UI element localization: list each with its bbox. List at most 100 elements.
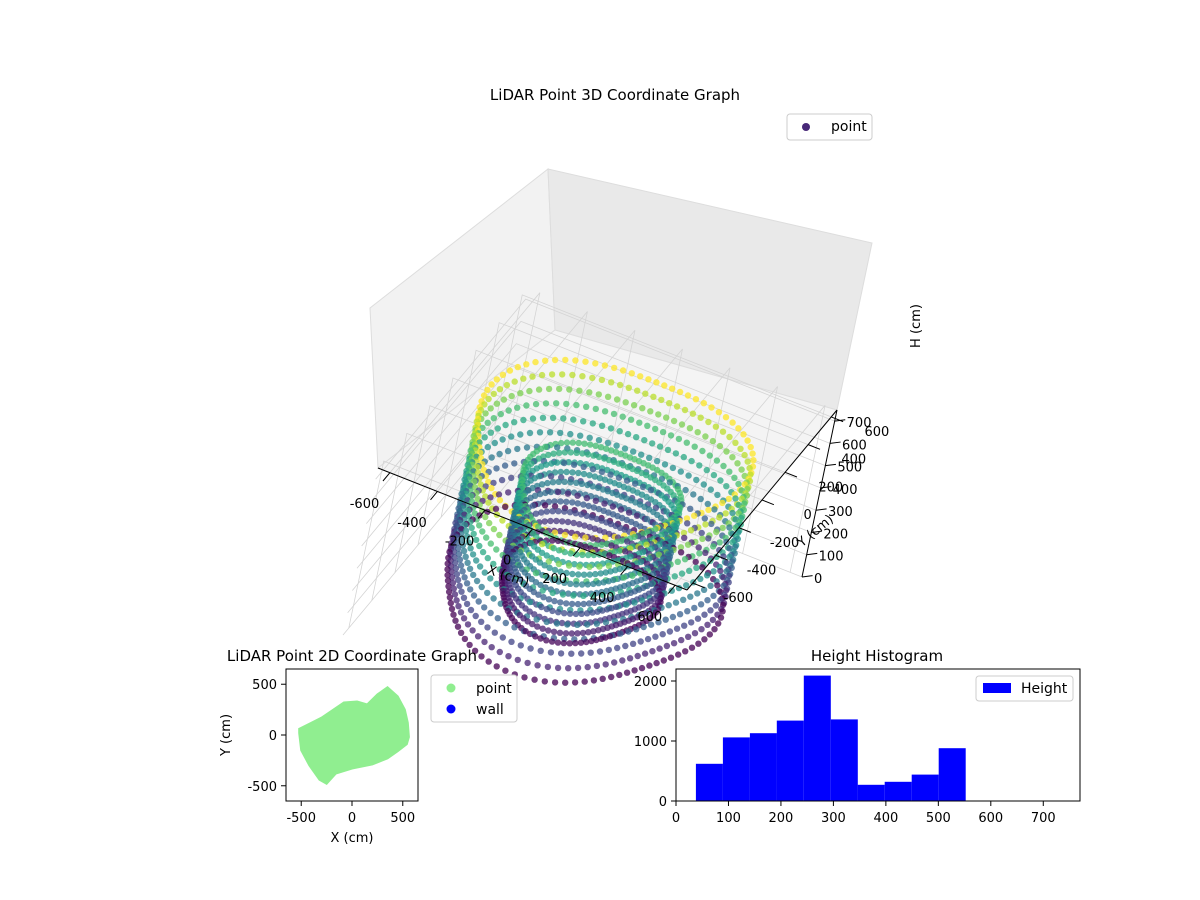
point-3d-532	[690, 491, 697, 498]
point-3d-173	[732, 439, 739, 446]
point-3d-42	[576, 387, 583, 394]
point-3d-213	[504, 447, 512, 455]
point-3d-40	[535, 386, 543, 393]
point-3d-1766	[572, 610, 580, 618]
point-3d-1114	[459, 542, 467, 549]
histogram-x-tick-label-3: 300	[821, 811, 846, 826]
point-3d-1953	[653, 659, 660, 667]
point-3d-489	[682, 486, 689, 494]
point-3d-189	[691, 443, 698, 450]
point-3d-252	[488, 454, 495, 461]
point-3d-164	[595, 437, 603, 444]
chart-2d-y-tick-label-0: -500	[247, 780, 277, 795]
point-3d-253	[646, 454, 653, 461]
point-3d-95	[619, 413, 626, 420]
point-3d-1210	[538, 549, 546, 556]
point-3d-1227	[573, 551, 580, 558]
point-3d-1372	[586, 563, 593, 571]
point-3d-1699	[697, 601, 705, 608]
point-3d-1939	[641, 650, 649, 657]
point-3d-1128	[710, 543, 717, 550]
point-3d-956	[470, 530, 477, 538]
point-3d-1578	[467, 586, 474, 593]
point-3d-123	[598, 422, 606, 429]
point-3d-1215	[696, 550, 703, 557]
point-3d-1861	[590, 628, 597, 635]
point-3d-1853	[698, 626, 705, 633]
point-3d-407	[693, 476, 700, 484]
point-3d-145	[567, 430, 574, 438]
point-3d-137	[694, 429, 701, 436]
point-3d-1681	[557, 599, 564, 606]
point-3d-1473	[620, 574, 628, 581]
point-3d-393	[596, 474, 604, 482]
point-3d-1911	[554, 639, 562, 646]
point-3d-186	[592, 442, 599, 449]
chart-2d-y-tick-label-1: 0	[269, 729, 277, 744]
point-3d-1924	[688, 644, 696, 651]
point-3d-1936	[587, 649, 594, 656]
point-3d-1694	[568, 600, 576, 608]
point-3d-177	[558, 439, 565, 447]
point-3d-165	[744, 437, 751, 444]
y-tick-mark-5	[807, 444, 821, 450]
grid-z-line-5	[366, 343, 826, 524]
point-3d-1890	[499, 634, 506, 641]
point-3d-84	[505, 407, 512, 414]
point-3d-1586	[539, 587, 546, 594]
point-3d-390	[615, 474, 623, 481]
point-3d-991	[464, 533, 471, 540]
chart-2d-x-tick-label-2: 500	[390, 811, 415, 826]
point-3d-48	[642, 390, 649, 397]
point-3d-728	[532, 510, 540, 517]
point-3d-1828	[529, 620, 536, 628]
y-tick-mark-1	[715, 554, 728, 561]
point-3d-1020	[589, 535, 596, 542]
point-3d-11	[619, 367, 627, 374]
point-3d-691	[464, 507, 472, 514]
point-3d-1449	[580, 571, 588, 578]
point-3d-538	[714, 491, 721, 499]
point-3d-64	[700, 400, 707, 407]
y-tick-label-1: -400	[747, 563, 777, 578]
point-3d-1671	[551, 597, 558, 605]
point-3d-345	[557, 468, 564, 476]
point-3d-238	[741, 451, 748, 459]
point-3d-1102	[684, 541, 692, 548]
point-3d-12	[506, 367, 514, 374]
point-3d-235	[638, 451, 645, 458]
point-3d-1195	[611, 548, 618, 555]
point-3d-171	[563, 439, 571, 446]
point-3d-1740	[707, 607, 714, 614]
point-3d-747	[633, 512, 641, 519]
point-3d-764	[588, 514, 595, 521]
point-3d-658	[590, 504, 598, 511]
histogram-bar-7	[884, 781, 912, 801]
point-3d-1683	[672, 599, 680, 606]
point-3d-1124	[476, 542, 483, 550]
point-3d-1944	[478, 653, 485, 660]
point-3d-1918	[629, 640, 637, 647]
y-tick-mark-4	[784, 471, 798, 478]
point-3d-262	[750, 457, 757, 464]
point-3d-172	[683, 439, 690, 446]
point-3d-948	[698, 529, 705, 537]
point-3d-1166	[493, 546, 500, 553]
chart-2d-point-region	[298, 686, 410, 785]
point-3d-1919	[466, 641, 473, 649]
point-3d-1650	[460, 594, 468, 601]
point-3d-1728	[448, 605, 456, 613]
chart-3d-legend-marker	[802, 123, 810, 131]
point-3d-240	[706, 452, 713, 459]
point-3d-779	[593, 515, 600, 523]
point-3d-1701	[623, 601, 630, 608]
point-3d-114	[729, 419, 736, 426]
point-3d-159	[675, 435, 683, 443]
point-3d-203	[603, 445, 610, 452]
point-3d-1289	[456, 556, 464, 563]
point-3d-1369	[596, 563, 603, 570]
point-3d-19	[579, 373, 586, 380]
point-3d-1110	[592, 542, 600, 549]
point-3d-449	[584, 481, 591, 489]
